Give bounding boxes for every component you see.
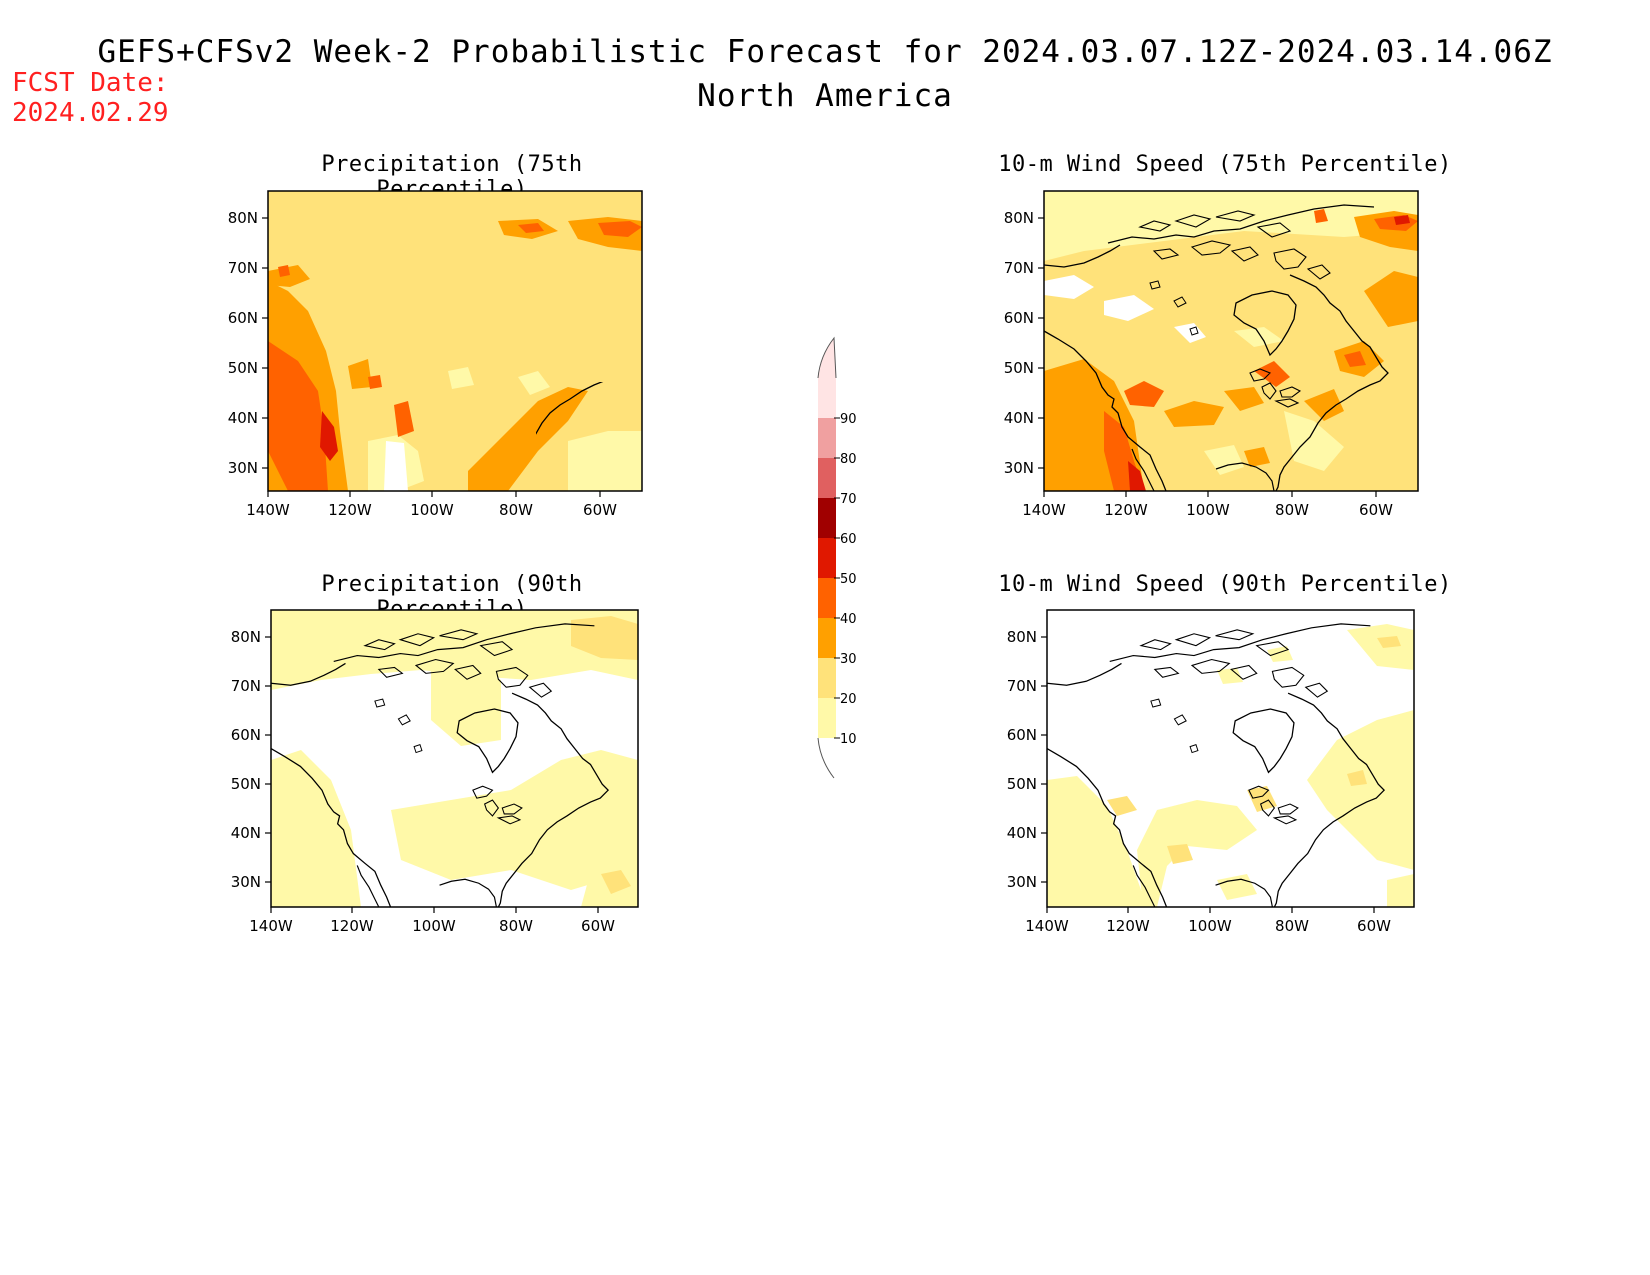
colorbar-swatch-10	[818, 698, 836, 738]
precip90-map	[270, 609, 639, 908]
precip90-lon-label: 140W	[249, 917, 293, 935]
colorbar: 10 20 30 40 50 60 70 80 90	[817, 336, 857, 779]
precip90-lat-label: 80N	[231, 628, 261, 646]
wind90-lat-label: 50N	[1007, 775, 1037, 793]
wind90-lat-label: 70N	[1007, 677, 1037, 695]
colorbar-top-wedge	[817, 336, 837, 379]
wind75-lon-label: 120W	[1104, 501, 1148, 519]
main-title: GEFS+CFSv2 Week-2 Probabilistic Forecast…	[0, 30, 1650, 118]
precip75-lat-label: 50N	[228, 359, 258, 377]
wind75-lat-label: 80N	[1004, 209, 1034, 227]
precip75-lon-label: 60W	[583, 501, 617, 519]
precip75-lat-label: 40N	[228, 409, 258, 427]
fcst-date-value: 2024.02.29	[12, 98, 169, 128]
wind90-lon-label: 140W	[1025, 917, 1069, 935]
wind90-map	[1046, 609, 1415, 908]
precip75-lon-label: 80W	[499, 501, 533, 519]
precip90-lon-label: 80W	[499, 917, 533, 935]
colorbar-label: 60	[840, 532, 857, 547]
precip75-lat-label: 80N	[228, 209, 258, 227]
wind75-lon-label: 60W	[1359, 501, 1393, 519]
wind90-lon-label: 120W	[1106, 917, 1150, 935]
wind90-lat-label: 60N	[1007, 726, 1037, 744]
colorbar-swatch-60	[818, 498, 836, 538]
colorbar-label: 50	[840, 572, 857, 587]
precip90-lon-label: 120W	[330, 917, 374, 935]
colorbar-swatch-30	[818, 618, 836, 658]
colorbar-label: 70	[840, 492, 857, 507]
precip90-lat-label: 70N	[231, 677, 261, 695]
colorbar-bottom-wedge	[817, 737, 835, 779]
wind75-lat-label: 30N	[1004, 459, 1034, 477]
colorbar-swatch-90	[818, 378, 836, 418]
wind75-lat-label: 50N	[1004, 359, 1034, 377]
wind75-lat-label: 70N	[1004, 259, 1034, 277]
wind90-lon-label: 60W	[1357, 917, 1391, 935]
wind90-lat-label: 30N	[1007, 873, 1037, 891]
wind75-lon-label: 80W	[1275, 501, 1309, 519]
title-line-1: GEFS+CFSv2 Week-2 Probabilistic Forecast…	[97, 34, 1553, 70]
colorbar-label: 30	[840, 652, 857, 667]
title-line-2: North America	[697, 78, 953, 114]
colorbar-label: 10	[840, 732, 857, 747]
colorbar-label: 90	[840, 412, 857, 427]
wind90-lat-label: 40N	[1007, 824, 1037, 842]
precip90-lon-label: 100W	[412, 917, 456, 935]
precip90-lat-label: 40N	[231, 824, 261, 842]
panel-title-precip75: Precipitation (75th Percentile)	[321, 152, 583, 202]
fcst-date-label: FCST Date:	[12, 68, 169, 98]
colorbar-label: 40	[840, 612, 857, 627]
precip75-lon-label: 120W	[328, 501, 372, 519]
wind90-lat-label: 80N	[1007, 628, 1037, 646]
fcst-date-block: FCST Date: 2024.02.29	[12, 68, 169, 128]
wind90-lon-label: 80W	[1275, 917, 1309, 935]
panel-title-wind75: 10-m Wind Speed (75th Percentile)	[998, 152, 1452, 177]
wind75-lat-label: 40N	[1004, 409, 1034, 427]
colorbar-swatch-40	[818, 578, 836, 618]
precip90-lat-label: 30N	[231, 873, 261, 891]
colorbar-swatch-70	[818, 458, 836, 498]
wind75-lon-label: 100W	[1186, 501, 1230, 519]
panel-title-wind90: 10-m Wind Speed (90th Percentile)	[998, 572, 1452, 597]
precip75-lat-label: 30N	[228, 459, 258, 477]
colorbar-label: 80	[840, 452, 857, 467]
colorbar-swatch-80	[818, 418, 836, 458]
colorbar-swatch-50	[818, 538, 836, 578]
precip90-lat-label: 60N	[231, 726, 261, 744]
precip75-lon-label: 100W	[410, 501, 454, 519]
wind90-lon-label: 100W	[1188, 917, 1232, 935]
precip75-lon-label: 140W	[246, 501, 290, 519]
wind75-lon-label: 140W	[1022, 501, 1066, 519]
wind75-map	[1043, 190, 1419, 492]
precip90-lon-label: 60W	[581, 917, 615, 935]
precip75-lat-label: 60N	[228, 309, 258, 327]
colorbar-swatch-20	[818, 658, 836, 698]
precip75-map	[267, 190, 643, 492]
colorbar-label: 20	[840, 692, 857, 707]
precip75-lat-label: 70N	[228, 259, 258, 277]
wind75-lat-label: 60N	[1004, 309, 1034, 327]
precip90-lat-label: 50N	[231, 775, 261, 793]
